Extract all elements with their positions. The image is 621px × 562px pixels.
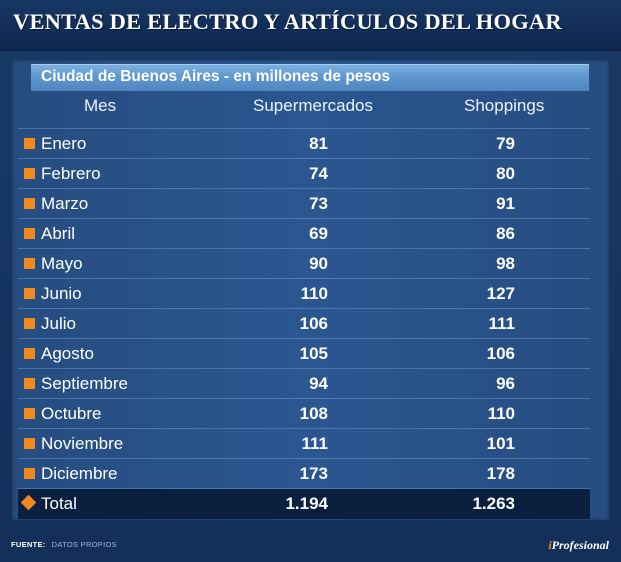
supermercados-value: 74 [309, 164, 328, 183]
subtitle-bar: Ciudad de Buenos Aires - en millones de … [31, 64, 589, 91]
square-bullet-icon [24, 228, 35, 239]
shoppings-value: 91 [496, 194, 515, 213]
shoppings-value: 96 [496, 374, 515, 393]
month-label: Marzo [41, 194, 89, 213]
shoppings-value: 98 [496, 254, 515, 273]
supermercados-value: 173 [299, 464, 328, 483]
row-divider [18, 278, 590, 279]
brand-logo-i: i [548, 538, 552, 552]
chart-title: VENTAS DE ELECTRO Y ARTÍCULOS DEL HOGAR [13, 9, 562, 34]
table-row: Noviembre 111 101 [18, 429, 590, 459]
square-bullet-icon [24, 168, 35, 179]
source-label: FUENTE: [11, 540, 46, 549]
table-row: Marzo 73 91 [18, 189, 590, 219]
total-label: Total [41, 494, 77, 513]
row-divider [18, 398, 590, 399]
total-shoppings: 1.263 [472, 494, 515, 513]
month-label: Mayo [41, 254, 83, 273]
diamond-bullet-icon [20, 494, 37, 511]
table-panel [12, 60, 609, 520]
row-divider [18, 488, 590, 489]
shoppings-value: 110 [487, 404, 515, 423]
brand-logo-name: Profesional [551, 538, 609, 552]
row-divider [18, 338, 590, 339]
square-bullet-icon [24, 468, 35, 479]
table-row: Febrero 74 80 [18, 159, 590, 189]
month-label: Julio [41, 314, 76, 333]
supermercados-value: 106 [299, 314, 328, 333]
row-divider [18, 128, 590, 129]
square-bullet-icon [24, 138, 35, 149]
square-bullet-icon [24, 318, 35, 329]
supermercados-value: 110 [300, 284, 328, 303]
source-note: FUENTE: DATOS PROPIOS [11, 540, 117, 549]
table-row: Abril 69 86 [18, 219, 590, 249]
square-bullet-icon [24, 258, 35, 269]
table-row: Octubre 108 110 [18, 399, 590, 429]
total-supermercados: 1.194 [285, 494, 328, 513]
square-bullet-icon [24, 408, 35, 419]
shoppings-value: 101 [486, 434, 515, 453]
shoppings-value: 79 [496, 134, 515, 153]
month-label: Enero [41, 134, 87, 153]
supermercados-value: 111 [301, 434, 329, 453]
square-bullet-icon [24, 288, 35, 299]
month-label: Febrero [41, 164, 101, 183]
table-row: Enero 81 79 [18, 129, 590, 159]
shoppings-value: 80 [496, 164, 515, 183]
month-label: Noviembre [41, 434, 124, 453]
footer [0, 530, 621, 562]
shoppings-value: 178 [486, 464, 515, 483]
table-row: Julio 106 111 [18, 309, 590, 339]
row-divider [18, 368, 590, 369]
row-divider [18, 188, 590, 189]
table-row: Diciembre 173 178 [18, 459, 590, 489]
month-label: Septiembre [41, 374, 128, 393]
table-row: Septiembre 94 96 [18, 369, 590, 399]
row-divider [18, 308, 590, 309]
month-label: Abril [41, 224, 76, 243]
square-bullet-icon [24, 198, 35, 209]
shoppings-value: 127 [486, 284, 515, 303]
supermercados-value: 94 [309, 374, 328, 393]
shoppings-value: 111 [488, 314, 516, 333]
month-label: Diciembre [41, 464, 118, 483]
row-divider [18, 428, 590, 429]
month-label: Octubre [41, 404, 102, 423]
column-header-supermercados: Supermercados [253, 96, 374, 115]
row-divider [18, 218, 590, 219]
supermercados-value: 73 [309, 194, 328, 213]
column-header-shoppings: Shoppings [464, 96, 545, 115]
table-row: Mayo 90 98 [18, 249, 590, 279]
row-divider [18, 458, 590, 459]
month-label: Junio [41, 284, 82, 303]
square-bullet-icon [24, 438, 35, 449]
shoppings-value: 86 [496, 224, 515, 243]
month-label: Agosto [41, 344, 94, 363]
column-header-mes: Mes [84, 96, 117, 115]
supermercados-value: 90 [309, 254, 328, 273]
row-divider [18, 248, 590, 249]
chart-subtitle: Ciudad de Buenos Aires - en millones de … [41, 68, 391, 85]
source-text: DATOS PROPIOS [51, 540, 117, 549]
total-row: Total 1.194 1.263 [18, 489, 590, 519]
title-bar: VENTAS DE ELECTRO Y ARTÍCULOS DEL HOGAR [0, 0, 621, 51]
brand-logo: iProfesional [548, 538, 609, 553]
supermercados-value: 105 [299, 344, 328, 363]
supermercados-value: 69 [309, 224, 328, 243]
table-row: Agosto 105 106 [18, 339, 590, 369]
supermercados-value: 108 [299, 404, 328, 423]
shoppings-value: 106 [486, 344, 515, 363]
table-row: Junio 110 127 [18, 279, 590, 309]
square-bullet-icon [24, 378, 35, 389]
row-divider [18, 158, 590, 159]
square-bullet-icon [24, 348, 35, 359]
supermercados-value: 81 [309, 134, 328, 153]
